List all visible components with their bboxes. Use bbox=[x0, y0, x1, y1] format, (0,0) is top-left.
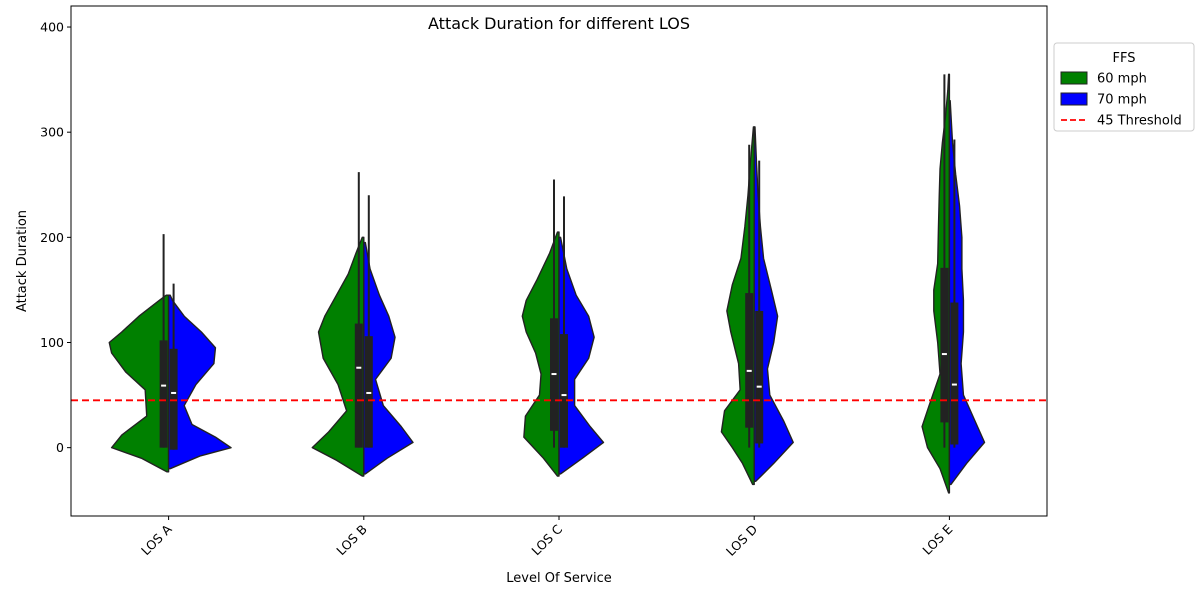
y-tick-label: 300 bbox=[40, 125, 64, 140]
y-tick-label: 0 bbox=[56, 440, 64, 455]
violin-right-los-a bbox=[167, 294, 232, 470]
plot-area bbox=[71, 73, 1047, 494]
legend-entries: 60 mph 70 mph 45 Threshold bbox=[1060, 71, 1182, 129]
legend-label: 45 Threshold bbox=[1097, 114, 1182, 129]
y-axis: 0 100 200 300 400 bbox=[40, 20, 71, 455]
legend-swatch bbox=[1060, 92, 1088, 106]
violin-right-los-b bbox=[363, 241, 414, 475]
legend-label: 70 mph bbox=[1097, 93, 1147, 108]
legend-frame bbox=[1053, 42, 1195, 132]
violin-iqr-box bbox=[159, 340, 168, 448]
violin-iqr-box bbox=[354, 323, 363, 448]
violin-iqr-box bbox=[364, 336, 373, 448]
violin-right-los-c bbox=[558, 236, 605, 475]
x-axis: LOS A LOS B LOS C LOS D LOS E bbox=[138, 516, 956, 559]
violin-iqr-box bbox=[755, 310, 764, 444]
y-tick-label: 400 bbox=[40, 20, 64, 35]
violin-right-los-d bbox=[753, 126, 794, 482]
x-tick-label: LOS A bbox=[138, 521, 175, 558]
chart-title: Attack Duration for different LOS bbox=[428, 14, 690, 33]
legend: FFS 60 mph 70 mph 45 Threshold bbox=[1053, 42, 1195, 132]
x-tick-label: LOS E bbox=[919, 521, 955, 557]
y-tick-label: 200 bbox=[40, 230, 64, 245]
x-axis-label: Level Of Service bbox=[506, 571, 611, 586]
violin-layer bbox=[108, 73, 986, 494]
y-axis-label: Attack Duration bbox=[15, 210, 30, 312]
violin-iqr-box bbox=[950, 302, 959, 445]
x-tick-label: LOS B bbox=[333, 522, 370, 559]
violin-iqr-box bbox=[745, 293, 754, 428]
x-tick-label: LOS C bbox=[528, 521, 565, 558]
legend-title: FFS bbox=[1113, 51, 1136, 66]
y-tick-label: 100 bbox=[40, 335, 64, 350]
violin-iqr-box bbox=[940, 267, 949, 423]
legend-label: 60 mph bbox=[1097, 72, 1147, 87]
violin-iqr-box bbox=[169, 348, 178, 450]
plot-frame bbox=[70, 5, 1048, 517]
x-tick-label: LOS D bbox=[723, 522, 760, 559]
legend-swatch bbox=[1060, 71, 1088, 85]
violin-iqr-box bbox=[560, 334, 568, 448]
